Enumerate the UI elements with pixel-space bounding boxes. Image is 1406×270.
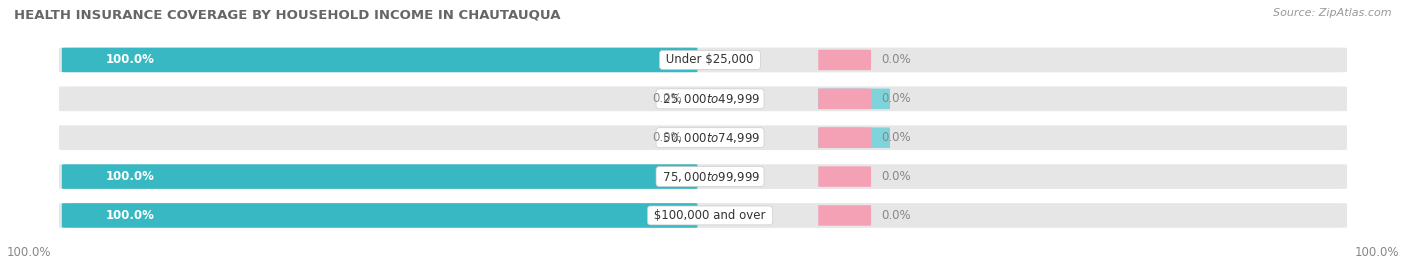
FancyBboxPatch shape	[62, 164, 697, 189]
FancyBboxPatch shape	[818, 127, 890, 148]
Text: 0.0%: 0.0%	[880, 92, 911, 105]
Text: 0.0%: 0.0%	[880, 131, 911, 144]
FancyBboxPatch shape	[818, 50, 870, 70]
Text: Under $25,000: Under $25,000	[662, 53, 758, 66]
FancyBboxPatch shape	[59, 203, 1347, 228]
Text: Source: ZipAtlas.com: Source: ZipAtlas.com	[1274, 8, 1392, 18]
FancyBboxPatch shape	[59, 86, 1347, 111]
Text: $50,000 to $74,999: $50,000 to $74,999	[659, 131, 761, 145]
FancyBboxPatch shape	[818, 89, 870, 109]
Text: 100.0%: 100.0%	[1354, 246, 1399, 259]
Text: 0.0%: 0.0%	[652, 92, 682, 105]
FancyBboxPatch shape	[818, 205, 870, 226]
Text: 0.0%: 0.0%	[880, 209, 911, 222]
FancyBboxPatch shape	[818, 89, 890, 109]
Text: 100.0%: 100.0%	[105, 170, 155, 183]
Text: 0.0%: 0.0%	[880, 170, 911, 183]
Text: 0.0%: 0.0%	[880, 53, 911, 66]
FancyBboxPatch shape	[59, 48, 1347, 72]
FancyBboxPatch shape	[59, 125, 1347, 150]
Text: 100.0%: 100.0%	[105, 53, 155, 66]
Text: $75,000 to $99,999: $75,000 to $99,999	[659, 170, 761, 184]
FancyBboxPatch shape	[62, 203, 697, 228]
FancyBboxPatch shape	[818, 127, 870, 148]
Text: 100.0%: 100.0%	[7, 246, 52, 259]
Text: HEALTH INSURANCE COVERAGE BY HOUSEHOLD INCOME IN CHAUTAUQUA: HEALTH INSURANCE COVERAGE BY HOUSEHOLD I…	[14, 8, 561, 21]
FancyBboxPatch shape	[818, 166, 870, 187]
Text: $100,000 and over: $100,000 and over	[651, 209, 769, 222]
Text: 100.0%: 100.0%	[105, 209, 155, 222]
Text: 0.0%: 0.0%	[652, 131, 682, 144]
Text: $25,000 to $49,999: $25,000 to $49,999	[659, 92, 761, 106]
FancyBboxPatch shape	[59, 164, 1347, 189]
FancyBboxPatch shape	[62, 48, 697, 72]
